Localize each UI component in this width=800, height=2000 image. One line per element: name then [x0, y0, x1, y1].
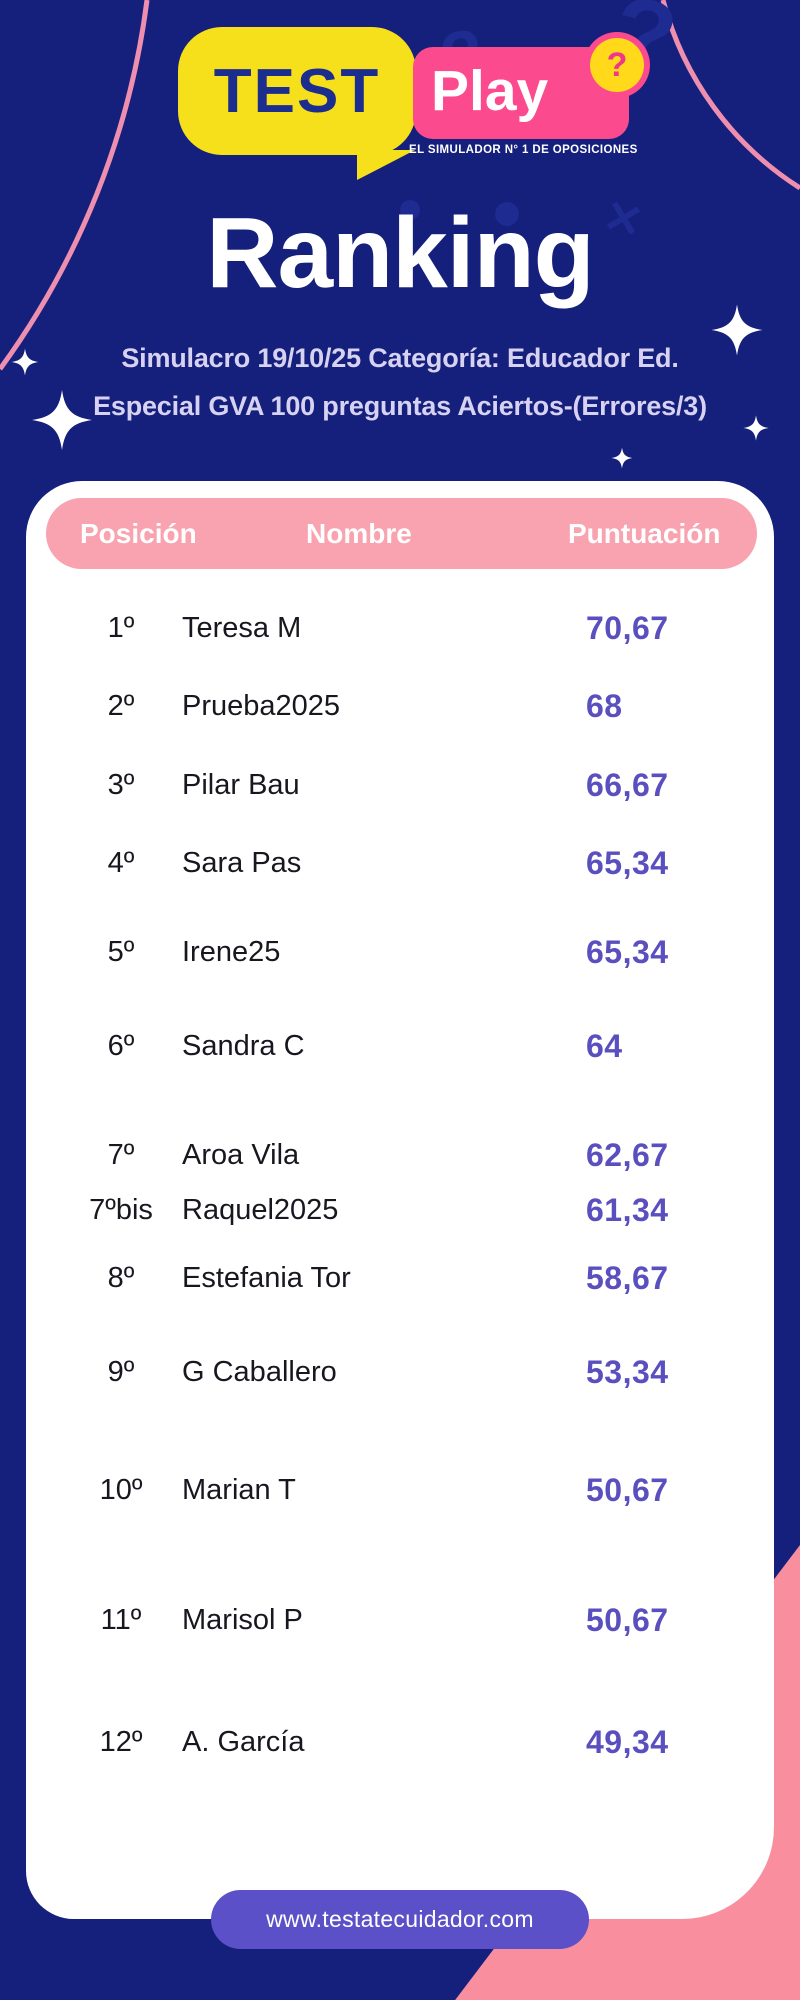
table-row: 9º G Caballero 53,34	[26, 1352, 774, 1392]
page-title: Ranking	[206, 197, 594, 309]
row-score: 70,67	[586, 610, 669, 646]
sparkle-icon	[611, 447, 633, 469]
website-link[interactable]: www.testatecuidador.com	[211, 1890, 589, 1949]
table-row: 6º Sandra C 64	[26, 1026, 774, 1066]
row-score: 58,67	[586, 1260, 669, 1296]
row-score: 50,67	[586, 1472, 669, 1508]
question-mark-badge-icon: ?	[584, 32, 650, 98]
row-score: 64	[586, 1028, 623, 1064]
row-position: 7º	[107, 1139, 135, 1171]
row-score: 65,34	[586, 845, 669, 881]
table-row: 3º Pilar Bau 66,67	[26, 765, 774, 805]
row-score: 62,67	[586, 1137, 669, 1173]
row-name: Sara Pas	[182, 847, 302, 879]
sparkle-icon	[32, 390, 92, 450]
table-row: 11º Marisol P 50,67	[26, 1600, 774, 1640]
row-position: 7ºbis	[89, 1194, 153, 1226]
row-position: 9º	[107, 1356, 135, 1388]
row-position: 5º	[107, 936, 135, 968]
row-score: 66,67	[586, 767, 669, 803]
table-row: 2º Prueba2025 68	[26, 686, 774, 726]
table-header: Posición Nombre Puntuación	[46, 498, 757, 569]
row-name: Prueba2025	[182, 690, 341, 722]
badge-question-mark: ?	[606, 45, 628, 84]
table-row: 5º Irene25 65,34	[26, 932, 774, 972]
row-score: 61,34	[586, 1192, 669, 1228]
row-score: 68	[586, 688, 623, 724]
row-position: 1º	[107, 612, 135, 644]
logo-test-text: TEST	[213, 56, 381, 126]
row-name: Teresa M	[182, 612, 302, 644]
row-position: 12º	[99, 1726, 143, 1758]
faint-dot	[495, 202, 519, 226]
row-name: Irene25	[182, 936, 281, 968]
row-score: 49,34	[586, 1724, 669, 1760]
table-row: 1º Teresa M 70,67	[26, 608, 774, 648]
row-name: Marisol P	[182, 1604, 303, 1636]
row-position: 2º	[107, 690, 135, 722]
testplay-logo: TEST Play ? EL SIMULADOR N° 1 DE OPOSICI…	[0, 0, 800, 200]
ranking-card: Posición Nombre Puntuación 1º Teresa M 7…	[26, 481, 774, 1919]
row-position: 11º	[100, 1604, 142, 1636]
row-name: A. García	[182, 1726, 305, 1758]
faint-dot	[400, 200, 420, 220]
sparkle-icon	[711, 304, 763, 356]
row-name: Estefania Tor	[182, 1262, 351, 1294]
row-score: 65,34	[586, 934, 669, 970]
table-row: 7º Aroa Vila 62,67	[26, 1135, 774, 1175]
pink-arc-top-right	[660, 0, 800, 191]
sparkle-icon	[11, 348, 39, 376]
row-name: Sandra C	[182, 1030, 305, 1062]
row-name: G Caballero	[182, 1356, 337, 1388]
header-score: Puntuación	[568, 518, 721, 549]
header-name: Nombre	[306, 518, 412, 549]
row-score: 53,34	[586, 1354, 669, 1390]
table-row: 8º Estefania Tor 58,67	[26, 1258, 774, 1298]
logo-tagline: EL SIMULADOR N° 1 DE OPOSICIONES	[409, 144, 638, 156]
row-name: Pilar Bau	[182, 769, 300, 801]
sparkle-icon	[743, 415, 769, 441]
row-position: 8º	[107, 1262, 135, 1294]
table-row: 4º Sara Pas 65,34	[26, 843, 774, 883]
logo-play-text: Play	[431, 59, 549, 123]
subtitle-line-1: Simulacro 19/10/25 Categoría: Educador E…	[121, 343, 679, 373]
header-position: Posición	[80, 518, 197, 549]
table-row: 10º Marian T 50,67	[26, 1470, 774, 1510]
row-name: Aroa Vila	[182, 1139, 300, 1171]
row-score: 50,67	[586, 1602, 669, 1638]
table-row: 12º A. García 49,34	[26, 1722, 774, 1762]
pink-arc-top-left	[0, 0, 150, 371]
logo-test-bubble: TEST	[178, 27, 416, 155]
row-position: 10º	[99, 1474, 143, 1506]
subtitle: Simulacro 19/10/25 Categoría: Educador E…	[0, 334, 800, 430]
subtitle-line-2: Especial GVA 100 preguntas Aciertos-(Err…	[93, 391, 707, 421]
row-name: Raquel2025	[182, 1194, 339, 1226]
logo-speech-tail	[357, 150, 415, 180]
row-name: Marian T	[182, 1474, 296, 1506]
row-position: 3º	[107, 769, 135, 801]
row-position: 6º	[107, 1030, 135, 1062]
question-mark-badge-inner: ?	[590, 38, 644, 92]
table-row: 7ºbis Raquel2025 61,34	[26, 1190, 774, 1230]
row-position: 4º	[107, 847, 135, 879]
